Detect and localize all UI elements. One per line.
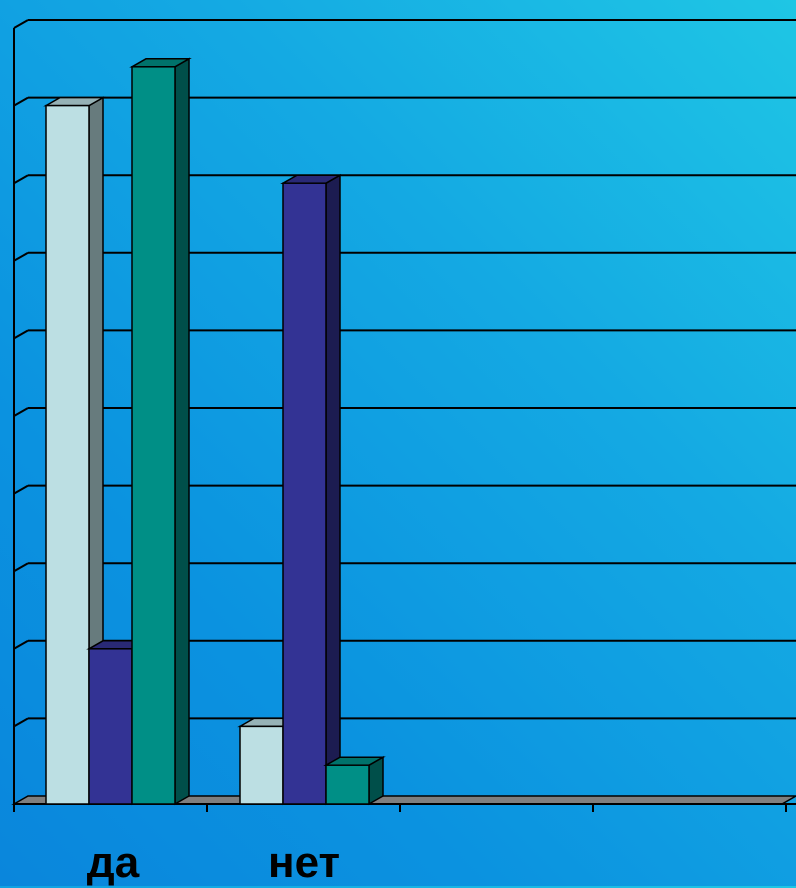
bar-series2-net <box>280 173 343 806</box>
bar-front <box>131 66 176 805</box>
bar-series3-da <box>129 57 192 806</box>
gridline <box>13 484 29 495</box>
gridline <box>13 329 29 340</box>
gridline <box>13 562 29 573</box>
bar-series3-net <box>323 755 386 806</box>
gridline <box>13 174 29 185</box>
gridline <box>13 639 29 650</box>
bar-front <box>88 648 133 805</box>
bar-front <box>45 104 90 805</box>
gridline <box>13 407 29 417</box>
bar-side <box>325 173 341 806</box>
category-label-net: нет <box>267 838 341 887</box>
bar-series1-da <box>43 96 106 806</box>
gridline <box>13 96 29 107</box>
category-label-da: да <box>86 838 140 887</box>
bar-front <box>282 182 327 805</box>
gridline <box>13 717 29 728</box>
gridline <box>13 19 29 29</box>
gridline <box>13 251 29 262</box>
bar-front <box>239 725 284 805</box>
bar-side <box>174 57 190 806</box>
bar-front <box>325 764 370 805</box>
